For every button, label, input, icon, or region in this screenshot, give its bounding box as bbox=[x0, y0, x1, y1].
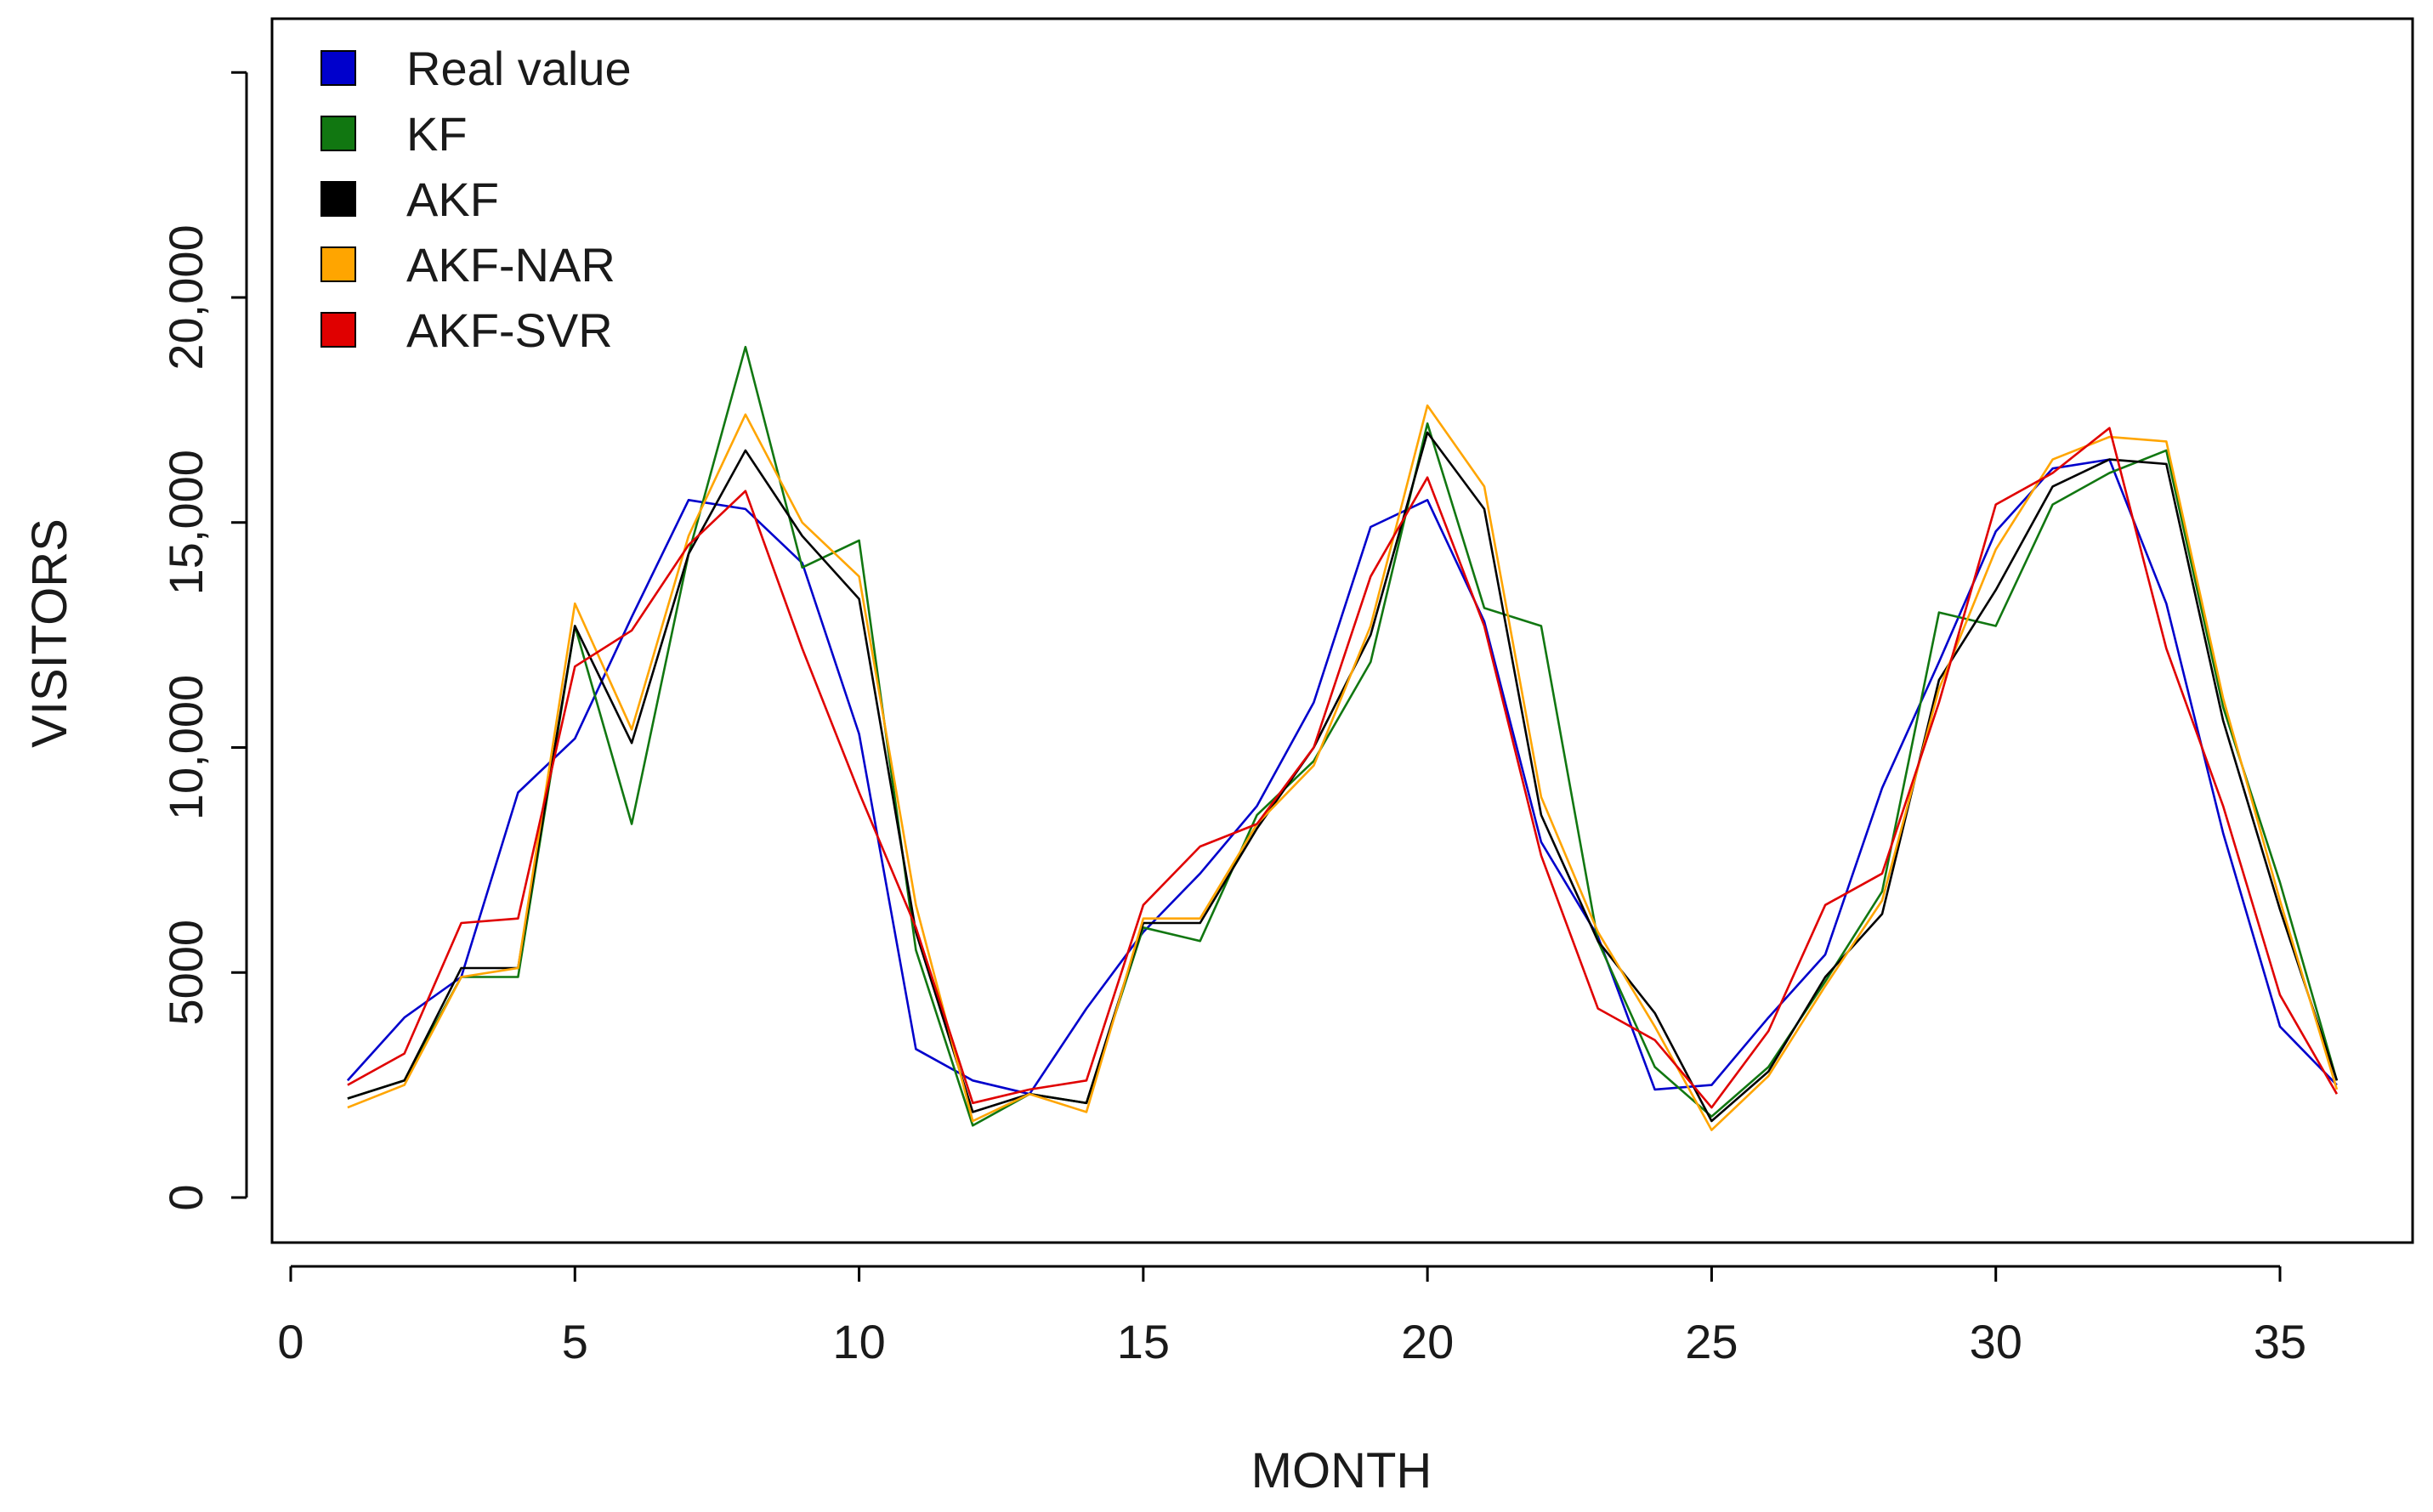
series-line-akf-svr bbox=[347, 427, 2339, 1109]
plot-frame bbox=[270, 17, 2414, 1244]
legend-swatch-akf-nar bbox=[320, 246, 356, 282]
series-line-kf bbox=[347, 345, 2339, 1127]
legend-swatch-akf-svr bbox=[320, 312, 356, 348]
x-tick-label: 30 bbox=[1970, 1315, 2022, 1368]
y-axis-label: VISITORS bbox=[22, 518, 77, 748]
legend-label-real-value: Real value bbox=[406, 42, 632, 95]
legend-swatch-real-value bbox=[320, 50, 356, 86]
y-tick-label: 5000 bbox=[159, 920, 213, 1026]
legend-swatch-kf bbox=[320, 116, 356, 151]
x-tick-label: 15 bbox=[1117, 1315, 1170, 1368]
x-tick-label: 25 bbox=[1685, 1315, 1738, 1368]
legend-label-akf-nar: AKF-NAR bbox=[406, 238, 615, 292]
series-line-akf bbox=[347, 431, 2339, 1123]
legend-label-akf: AKF bbox=[406, 173, 499, 226]
y-tick-label: 0 bbox=[159, 1184, 213, 1210]
y-tick-label: 20,000 bbox=[159, 224, 213, 370]
legend-label-akf-svr: AKF-SVR bbox=[406, 303, 613, 357]
x-tick-label: 0 bbox=[277, 1315, 303, 1368]
x-tick-label: 5 bbox=[562, 1315, 588, 1368]
x-tick-label: 10 bbox=[832, 1315, 885, 1368]
x-tick-label: 35 bbox=[2254, 1315, 2306, 1368]
x-axis-label: MONTH bbox=[1251, 1443, 1432, 1498]
y-tick-label: 15,000 bbox=[159, 450, 213, 595]
y-tick-label: 10,000 bbox=[159, 675, 213, 820]
legend-label-kf: KF bbox=[406, 107, 468, 161]
legend-swatch-akf bbox=[320, 181, 356, 217]
series-line-real-value bbox=[346, 458, 2338, 1096]
series-line-akf-nar bbox=[347, 404, 2339, 1131]
x-tick-label: 20 bbox=[1401, 1315, 1454, 1368]
